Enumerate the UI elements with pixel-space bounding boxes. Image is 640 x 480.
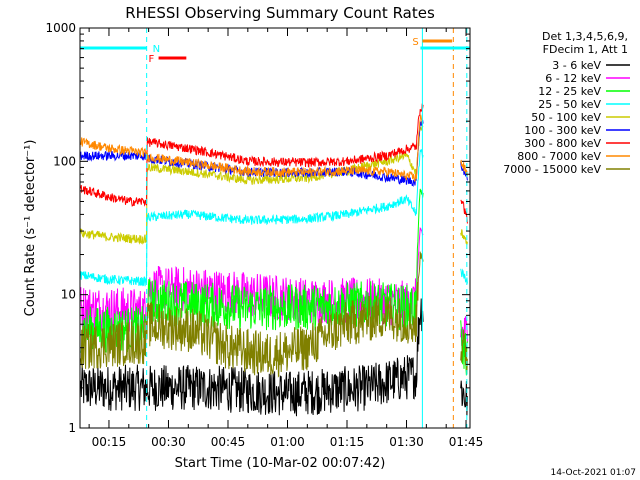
flag-label-n: N xyxy=(153,44,160,55)
x-tick-label-01-45: 01:45 xyxy=(449,435,484,449)
series-line-3-6-kev xyxy=(80,298,468,417)
series-line-7000-15000-kev xyxy=(80,251,468,378)
legend-label-6-12-kev: 6 - 12 keV xyxy=(545,72,601,85)
legend-label-12-25-kev: 12 - 25 keV xyxy=(538,85,601,98)
y-tick-label-1: 1 xyxy=(68,421,76,435)
x-tick-label-00-15: 00:15 xyxy=(92,435,127,449)
x-axis-label: Start Time (10-Mar-02 00:07:42) xyxy=(175,456,386,471)
legend-label-25-50-kev: 25 - 50 keV xyxy=(538,98,601,111)
x-tick-label-01-15: 01:15 xyxy=(330,435,365,449)
legend-label-50-100-kev: 50 - 100 keV xyxy=(531,111,601,124)
flag-label-f: F xyxy=(149,54,155,65)
legend-label-7000-15000-kev: 7000 - 15000 keV xyxy=(503,163,601,176)
series-line-12-25-kev xyxy=(80,188,468,376)
y-tick-label-1000: 1000 xyxy=(45,21,76,35)
legend: Det 1,3,4,5,6,9,FDecim 1, Att 1 3 - 6 keV… xyxy=(503,30,630,176)
legend-label-300-800-kev: 300 - 800 keV xyxy=(524,137,601,150)
series-line-50-100-kev xyxy=(80,124,468,246)
series-line-25-50-kev xyxy=(80,149,468,287)
legend-label-800-7000-kev: 800 - 7000 keV xyxy=(517,150,601,163)
flag-label-s: S xyxy=(412,37,418,48)
x-tick-label-00-45: 00:45 xyxy=(211,435,246,449)
legend-label-100-300-kev: 100 - 300 keV xyxy=(524,124,601,137)
x-tick-label-00-30: 00:30 xyxy=(151,435,186,449)
x-tick-label-01-30: 01:30 xyxy=(389,435,424,449)
y-tick-label-100: 100 xyxy=(53,154,76,168)
footer-date: 14-Oct-2021 01:07 xyxy=(551,468,636,478)
series-line-800-7000-kev xyxy=(80,114,468,182)
legend-label-3-6-kev: 3 - 6 keV xyxy=(552,59,601,72)
y-tick-label-10: 10 xyxy=(61,288,76,302)
x-axis: 00:15 00:30 00:45 01:00 01:15 01:30 01:45 xyxy=(88,28,484,449)
y-axis-label: Count Rate (s⁻¹ detector⁻¹) xyxy=(23,140,38,317)
plot-content: NF S xyxy=(80,28,470,428)
legend-header-line-2: FDecim 1, Att 1 xyxy=(543,43,628,56)
y-axis: 1 10 100 1000 xyxy=(45,21,470,435)
chart-title: RHESSI Observing Summary Count Rates xyxy=(125,4,435,22)
x-tick-label-01-00: 01:00 xyxy=(270,435,305,449)
plot-frame xyxy=(79,27,471,429)
series-line-300-800-kev xyxy=(80,103,468,224)
legend-header-line-1: Det 1,3,4,5,6,9, xyxy=(542,30,628,43)
